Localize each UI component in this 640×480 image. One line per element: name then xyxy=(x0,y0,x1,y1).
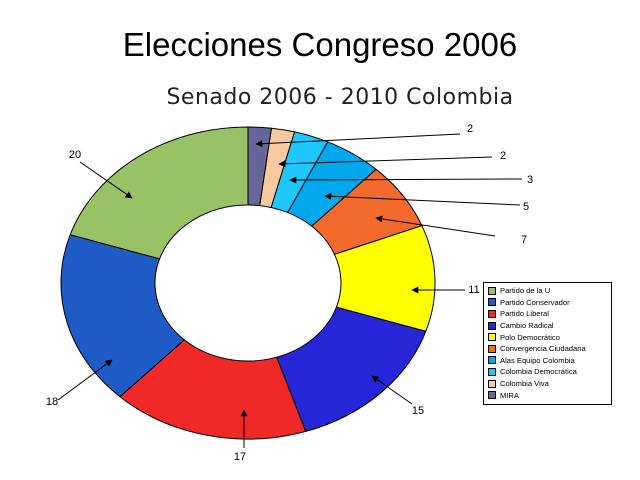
leader-line-colombia-viva xyxy=(278,156,493,168)
leader-line-cambio-radical xyxy=(371,375,413,405)
slice-mira xyxy=(247,126,273,207)
legend-label: Partido Liberal xyxy=(500,309,549,319)
slice-partido-de-la-u xyxy=(69,126,249,260)
data-label-mira: 2 xyxy=(467,123,473,135)
legend-label: MIRA xyxy=(500,390,519,400)
legend-label: Partido de la U xyxy=(500,286,551,296)
legend-label: Polo Democrático xyxy=(500,332,560,342)
data-label-partido-conservador: 18 xyxy=(46,396,58,408)
legend-item-mira: MIRA xyxy=(488,389,608,401)
legend-item-partido-liberal: Partido Liberal xyxy=(488,308,608,320)
data-labels: 20 18 17 15 11 7 5 3 2 2 xyxy=(46,123,533,463)
data-label-polo-democratico: 11 xyxy=(468,284,479,296)
legend-item-cambio-radical: Cambio Radical xyxy=(488,320,608,332)
data-label-cambio-radical: 15 xyxy=(412,405,424,417)
legend-item-colombia-viva: Colombia Viva xyxy=(488,378,608,390)
legend-item-partido-de-la-u: Partido de la U xyxy=(488,285,608,297)
legend-label: Alas Equipo Colombia xyxy=(500,355,575,365)
leader-line-partido-conservador xyxy=(57,359,113,401)
legend-item-colombia-democratica: Colombia Democrática xyxy=(488,366,608,378)
legend-swatch xyxy=(488,356,496,365)
leader-line-mira xyxy=(255,133,461,148)
slice-partido-conservador xyxy=(60,234,186,398)
chart-title: Senado 2006 - 2010 Colombia xyxy=(166,85,514,110)
legend-label: Convergencia Ciudadana xyxy=(500,344,586,354)
leader-line-colombia-democratica xyxy=(289,176,523,184)
leader-line-convergencia-ciudadana xyxy=(375,215,496,237)
legend-swatch xyxy=(488,298,496,307)
slice-cambio-radical xyxy=(276,306,427,432)
legend-label: Partido Conservador xyxy=(500,297,570,307)
legend-swatch xyxy=(488,391,496,400)
legend-item-alas-equipo-colombia: Alas Equipo Colombia xyxy=(488,355,608,367)
legend-label: Cambio Radical xyxy=(500,321,554,331)
data-label-colombia-democratica: 3 xyxy=(527,174,533,186)
page-title: Elecciones Congreso 2006 xyxy=(122,26,518,63)
donut-slices xyxy=(60,126,436,440)
legend-swatch xyxy=(488,321,496,330)
legend-item-convergencia-ciudadana: Convergencia Ciudadana xyxy=(488,343,608,355)
leader-line-partido-de-la-u xyxy=(79,161,133,199)
legend-swatch xyxy=(488,367,496,376)
data-label-alas-equipo-colombia: 5 xyxy=(523,201,529,213)
data-label-partido-de-la-u: 20 xyxy=(69,149,81,161)
legend-swatch xyxy=(488,344,496,353)
legend-label: Colombia Viva xyxy=(500,379,549,389)
legend-item-polo-democratico: Polo Democrático xyxy=(488,331,608,343)
legend-swatch xyxy=(488,333,496,342)
legend-swatch xyxy=(488,379,496,388)
data-label-leaders xyxy=(57,133,523,448)
slice-partido-liberal xyxy=(119,339,307,440)
legend-item-partido-conservador: Partido Conservador xyxy=(488,297,608,309)
data-label-convergencia-ciudadana: 7 xyxy=(521,234,527,246)
data-label-partido-liberal: 17 xyxy=(234,451,246,463)
legend-swatch xyxy=(488,286,496,295)
legend-label: Colombia Democrática xyxy=(500,367,577,377)
leader-line-alas-equipo-colombia xyxy=(324,192,521,206)
legend-swatch xyxy=(488,309,496,318)
data-label-colombia-viva: 2 xyxy=(500,150,506,162)
chart-legend: Partido de la U Partido Conservador Partid… xyxy=(483,282,612,405)
